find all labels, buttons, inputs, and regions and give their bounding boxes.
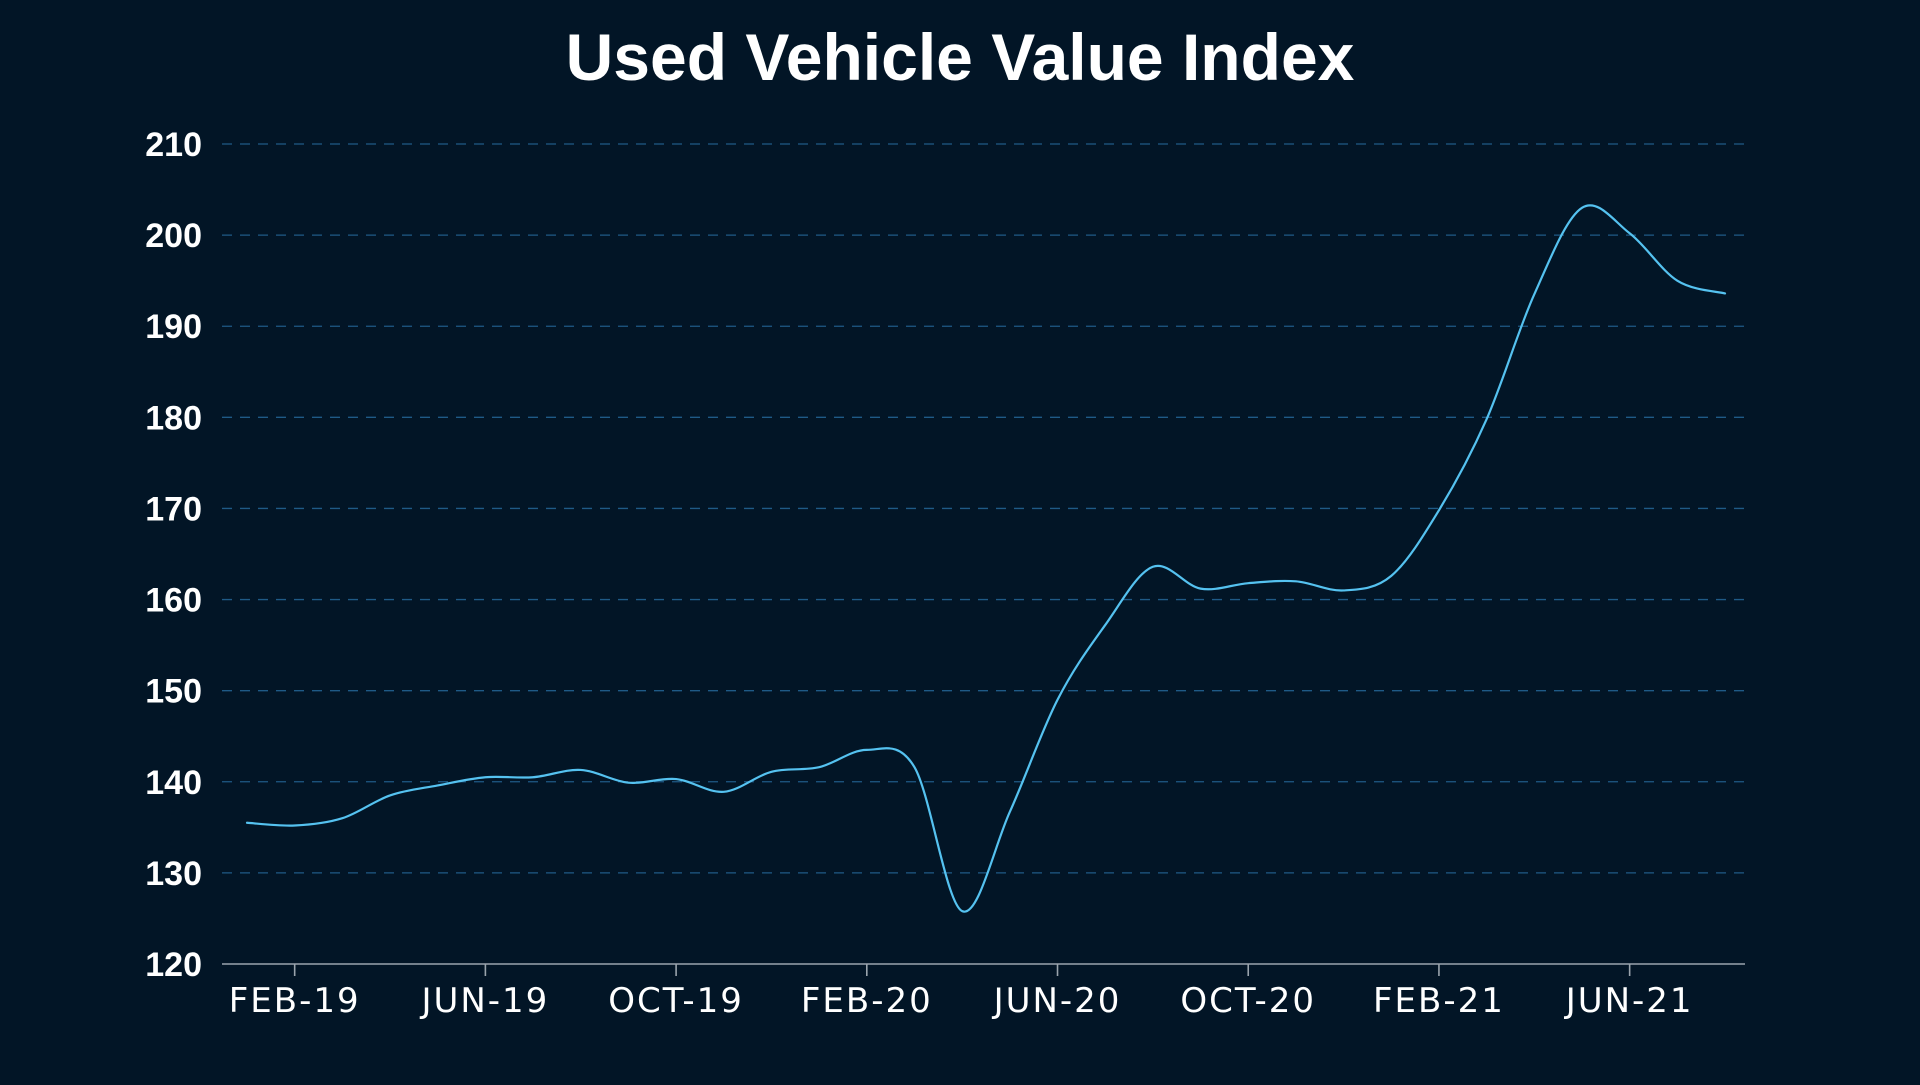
y-tick-label: 210 bbox=[145, 126, 202, 164]
x-axis-tick-labels: FEB-19 JUN-19 OCT-19 FEB-20 JUN-20 OCT-20 FEB-… bbox=[229, 981, 1694, 1021]
y-tick-label: 160 bbox=[145, 582, 202, 620]
y-tick-label: 130 bbox=[145, 855, 202, 893]
x-tick-label: JUN-21 bbox=[1564, 981, 1694, 1021]
x-tick-label: OCT-19 bbox=[608, 981, 744, 1021]
y-tick-label: 120 bbox=[145, 946, 202, 984]
y-tick-label: 140 bbox=[145, 764, 202, 802]
gridlines bbox=[222, 143, 1745, 874]
x-tick-label: JUN-20 bbox=[992, 981, 1122, 1021]
y-tick-label: 200 bbox=[145, 217, 202, 255]
series-layer bbox=[245, 204, 1727, 913]
y-axis-tick-labels: 120 130 140 150 160 170 180 190 200 210 bbox=[145, 126, 202, 984]
chart-title: Used Vehicle Value Index bbox=[566, 20, 1355, 94]
x-tick-label: FEB-21 bbox=[1373, 981, 1505, 1021]
y-tick-label: 180 bbox=[145, 399, 202, 437]
x-tick-label: OCT-20 bbox=[1180, 981, 1316, 1021]
x-tick-label: FEB-20 bbox=[801, 981, 933, 1021]
x-axis bbox=[222, 963, 1745, 976]
series-line bbox=[245, 204, 1727, 913]
x-tick-label: JUN-19 bbox=[419, 981, 549, 1021]
y-tick-label: 170 bbox=[145, 490, 202, 528]
y-tick-label: 150 bbox=[145, 673, 202, 711]
x-tick-label: FEB-19 bbox=[229, 981, 361, 1021]
y-tick-label: 190 bbox=[145, 308, 202, 346]
